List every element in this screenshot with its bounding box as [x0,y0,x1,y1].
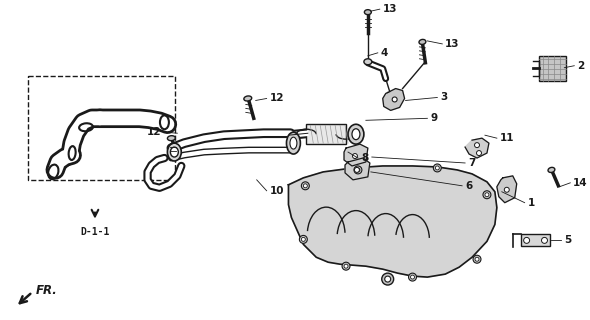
Polygon shape [383,89,405,110]
Ellipse shape [171,147,178,157]
Ellipse shape [382,273,394,285]
Ellipse shape [364,59,372,65]
Text: 5: 5 [564,236,572,245]
Ellipse shape [168,143,181,161]
Text: 13: 13 [383,4,397,14]
Ellipse shape [474,143,480,148]
Text: D-1-1: D-1-1 [80,228,110,237]
Text: 1: 1 [527,198,535,208]
Bar [306,124,346,144]
Ellipse shape [348,124,364,144]
Text: FR.: FR. [35,284,57,298]
Ellipse shape [299,236,307,243]
Polygon shape [344,144,368,166]
Ellipse shape [301,182,309,190]
Ellipse shape [365,10,371,15]
Text: 8: 8 [361,153,368,163]
Ellipse shape [290,137,297,149]
Ellipse shape [504,187,509,192]
Ellipse shape [477,151,481,156]
Text: 13: 13 [445,39,460,49]
Ellipse shape [475,257,479,261]
Bar [520,235,550,246]
Ellipse shape [342,262,350,270]
Ellipse shape [168,136,175,141]
Text: 3: 3 [440,92,448,102]
Ellipse shape [435,166,440,170]
Ellipse shape [411,275,415,279]
Polygon shape [289,166,497,277]
Text: 12: 12 [270,93,284,103]
Ellipse shape [354,166,362,174]
Text: 9: 9 [430,113,438,123]
Ellipse shape [355,167,359,172]
Ellipse shape [542,237,548,243]
Text: 11: 11 [500,133,514,143]
Ellipse shape [419,39,426,44]
Polygon shape [497,176,517,203]
Ellipse shape [352,154,358,158]
Ellipse shape [433,164,441,172]
Ellipse shape [483,191,491,199]
Text: 14: 14 [573,178,588,188]
Ellipse shape [356,168,360,172]
Ellipse shape [392,97,397,102]
Ellipse shape [548,167,555,172]
Text: 6: 6 [465,181,473,191]
Ellipse shape [524,237,530,243]
Text: 12: 12 [147,127,162,137]
Text: 7: 7 [468,158,476,168]
Bar [539,56,566,81]
Polygon shape [465,138,489,158]
Ellipse shape [344,264,348,268]
Polygon shape [345,158,370,180]
Ellipse shape [352,129,360,140]
Ellipse shape [244,96,252,101]
Text: 2: 2 [577,61,585,71]
Text: 10: 10 [270,186,284,196]
Ellipse shape [473,255,481,263]
Ellipse shape [485,193,489,197]
Ellipse shape [303,184,307,188]
Text: 4: 4 [381,48,388,58]
Ellipse shape [408,273,417,281]
Ellipse shape [301,237,306,241]
Bar [28,76,175,180]
Ellipse shape [385,276,391,282]
Ellipse shape [287,132,300,154]
